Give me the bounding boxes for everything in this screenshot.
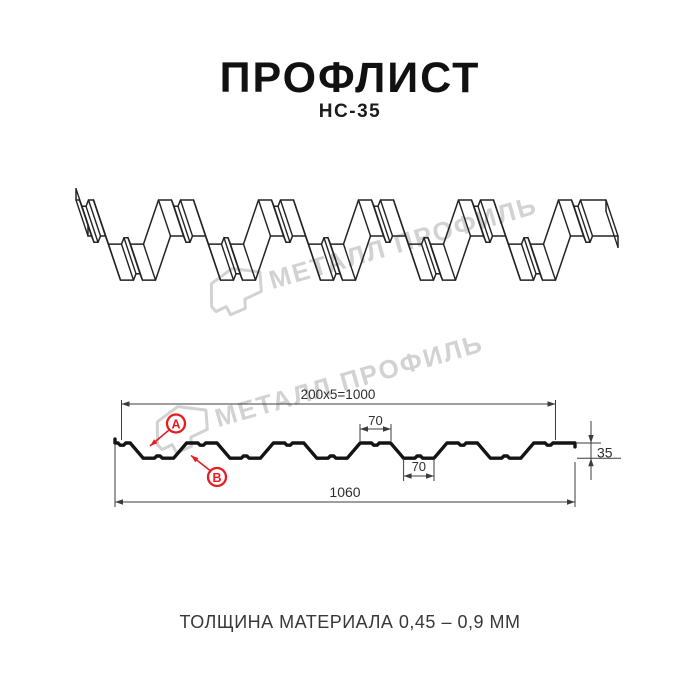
profile-3d-rib-line bbox=[557, 199, 572, 237]
profile-3d-rib-line bbox=[273, 205, 287, 244]
profile-3d-rib-line bbox=[107, 243, 122, 281]
profile-3d-rib-line bbox=[420, 243, 435, 281]
dimension-arrowhead bbox=[121, 401, 130, 407]
dimension-arrowhead bbox=[426, 473, 434, 479]
profile-3d-rib-line bbox=[423, 237, 437, 275]
profile-3d-rib-line bbox=[329, 243, 344, 281]
dimension-height-label: 35 bbox=[597, 445, 613, 461]
dimension-lines bbox=[114, 400, 621, 507]
profile-3d-rib-line bbox=[507, 243, 522, 281]
callout-arrows bbox=[149, 429, 211, 471]
profile-3d-rib-line bbox=[220, 243, 235, 281]
profile-3d-back-edge bbox=[75, 187, 607, 245]
profile-3d-rib-line bbox=[520, 243, 535, 281]
dimension-working-width-label: 200x5=1000 bbox=[301, 387, 376, 402]
profile-3d-rib-line bbox=[477, 205, 491, 244]
dimension-overall-width-label: 1060 bbox=[329, 484, 360, 500]
callout-a-label: А bbox=[171, 417, 180, 431]
profile-3d-rib-line bbox=[379, 199, 394, 237]
profile-3d-rib-line bbox=[120, 243, 135, 281]
profile-3d-view bbox=[75, 187, 619, 281]
profile-3d-rib-line bbox=[429, 243, 444, 281]
dimension-arrowhead bbox=[588, 435, 594, 443]
metall-profil-logo-icon bbox=[209, 267, 263, 317]
profile-3d-rib-line bbox=[342, 243, 357, 281]
profile-3d-rib-line bbox=[605, 199, 619, 237]
dimension-arrowhead bbox=[115, 499, 123, 505]
material-thickness-note: ТОЛЩИНА МАТЕРИАЛА 0,45 – 0,9 ММ bbox=[179, 612, 521, 632]
watermark-text: МЕТАЛЛ ПРОФИЛЬ bbox=[266, 190, 541, 295]
profile-3d-rib-line bbox=[529, 243, 544, 281]
profile-3d-rib-line bbox=[179, 199, 194, 237]
profile-3d-rib-line bbox=[392, 199, 407, 237]
profile-3d-rib-line bbox=[407, 243, 422, 281]
profile-3d-rib-line bbox=[473, 205, 487, 244]
profile-3d-rib-line bbox=[123, 237, 137, 275]
profile-3d-rib-line bbox=[257, 199, 272, 237]
profile-3d-rib-line bbox=[75, 199, 89, 237]
metall-profil-logo-icon bbox=[155, 405, 209, 455]
profile-3d-rib-line bbox=[142, 243, 157, 281]
profile-3d-rib-line bbox=[87, 199, 102, 237]
profile-3d-rib-line bbox=[81, 205, 95, 244]
profile-3d-rib-line bbox=[229, 243, 244, 281]
profile-3d-rib-line bbox=[479, 199, 494, 237]
profile-model-label: НС-35 bbox=[318, 101, 382, 122]
cross-section-outline bbox=[113, 437, 577, 460]
profile-3d-rib-line bbox=[277, 205, 291, 244]
profile-3d-rib-line bbox=[457, 199, 472, 237]
callout-a-arrow-head bbox=[150, 439, 158, 446]
callout-a-circle bbox=[165, 413, 187, 434]
profile-3d-rib-line bbox=[573, 205, 587, 244]
dimension-arrowhead bbox=[403, 473, 412, 479]
profile-3d-front-edge bbox=[87, 223, 619, 281]
profile-3d-rib-line bbox=[373, 205, 387, 244]
profile-3d-rib-line bbox=[605, 210, 619, 249]
dimension-top-flange-label: 70 bbox=[368, 413, 382, 428]
profile-3d-rib-line bbox=[320, 243, 335, 281]
dimension-arrowhead bbox=[567, 499, 575, 505]
profile-3d-rib-line bbox=[157, 199, 172, 237]
dimension-arrowhead bbox=[547, 401, 556, 407]
watermark-text: МЕТАЛЛ ПРОФИЛЬ bbox=[212, 328, 487, 433]
profile-3d-rib-line bbox=[223, 237, 237, 275]
profile-3d-rib-line bbox=[177, 205, 191, 244]
profile-3d-rib-line bbox=[242, 243, 257, 281]
profile-3d-rib-line bbox=[323, 237, 337, 275]
dimension-arrowhead bbox=[360, 426, 368, 432]
profile-3d-rib-line bbox=[173, 205, 187, 244]
page-title: ПРОФЛИСТ bbox=[219, 54, 481, 102]
profile-3d-rib-line bbox=[579, 199, 594, 237]
profile-3d-rib-line bbox=[492, 199, 507, 237]
profile-3d-rib-line bbox=[279, 199, 294, 237]
profile-3d-rib-line bbox=[129, 243, 144, 281]
callout-b-circle bbox=[206, 466, 228, 488]
callout-b-arrow-head bbox=[191, 455, 199, 463]
callout-b-label: В bbox=[212, 471, 221, 485]
dimension-bottom-flange-label: 70 bbox=[412, 459, 426, 474]
profile-3d-rib-line bbox=[442, 243, 457, 281]
profile-3d-rib-line bbox=[542, 243, 557, 281]
profile-3d-rib-line bbox=[307, 243, 322, 281]
callouts: А В bbox=[149, 413, 228, 488]
profile-3d-rib-line bbox=[377, 205, 391, 244]
profile-3d-rib-line bbox=[92, 199, 107, 237]
profile-3d-rib-line bbox=[207, 243, 222, 281]
profile-3d-rib-line bbox=[357, 199, 372, 237]
profile-3d-rib-line bbox=[192, 199, 207, 237]
profile-3d-rib-line bbox=[523, 237, 537, 275]
profile-3d-rib-line bbox=[577, 205, 591, 244]
cross-section-profile bbox=[113, 437, 577, 460]
dimension-arrowhead bbox=[588, 458, 594, 467]
profile-3d-rib-line bbox=[292, 199, 307, 237]
profile-3d-rib-line bbox=[85, 205, 99, 244]
dimension-arrowhead bbox=[383, 426, 391, 432]
